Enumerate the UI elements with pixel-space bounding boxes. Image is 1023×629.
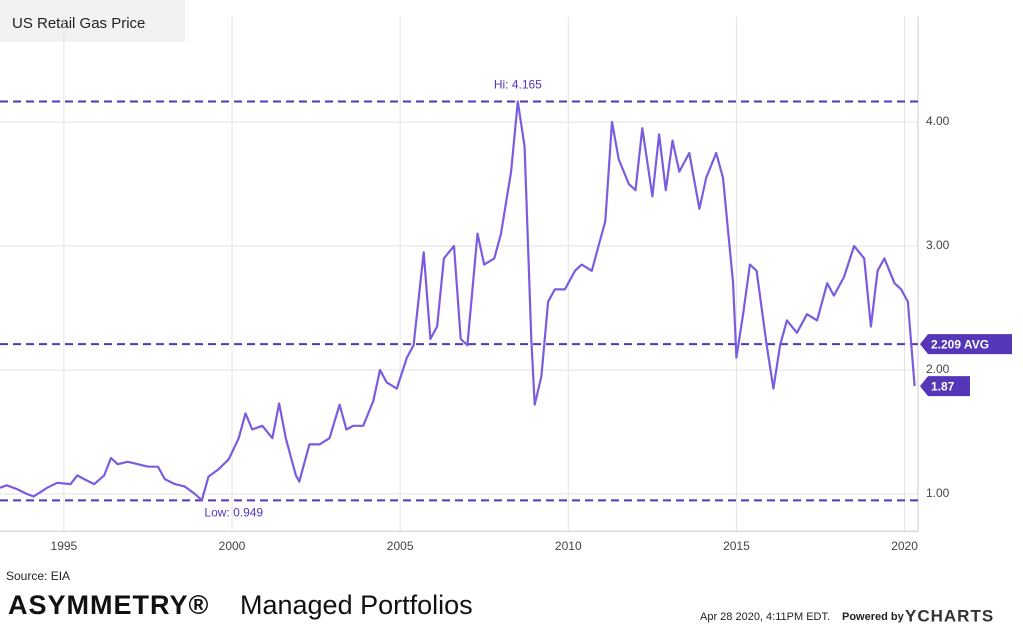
title-box [0,0,185,42]
powered-by: Powered by [842,611,905,623]
y-tick-label: 1.00 [926,486,950,500]
low-label: Low: 0.949 [204,505,263,519]
x-tick-label: 2020 [891,539,918,553]
y-tick-label: 2.00 [926,362,950,376]
y-tick-label: 4.00 [926,114,950,128]
high-label: Hi: 4.165 [494,78,542,92]
x-tick-label: 2015 [723,539,750,553]
brand: ASYMMETRY® [8,590,209,620]
x-tick-label: 2005 [387,539,414,553]
y-tick-label: 3.00 [926,238,950,252]
provider: YCHARTS [905,606,994,625]
x-tick-label: 1995 [51,539,78,553]
timestamp: Apr 28 2020, 4:11PM EDT. [700,611,830,623]
x-tick-label: 2010 [555,539,582,553]
price-line [0,100,916,502]
average-tag-label: 2.209 AVG [931,337,989,351]
last-tag-label: 1.87 [931,379,955,393]
x-tick-label: 2000 [219,539,246,553]
chart-title: US Retail Gas Price [12,15,145,32]
average-tag [920,334,1012,355]
last-tag [920,376,970,397]
brand-sub: Managed Portfolios [240,590,473,620]
source: Source: EIA [6,569,70,583]
